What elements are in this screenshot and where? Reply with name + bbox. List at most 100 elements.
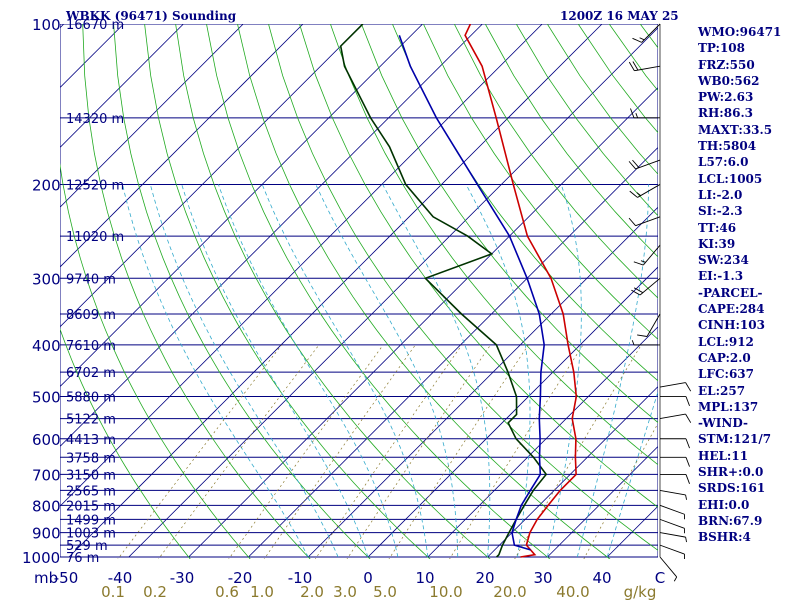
barb-feather: [628, 161, 636, 170]
dry-adiabat: [268, 24, 658, 551]
barb-feather: [685, 494, 687, 500]
index-item: WB0:562: [698, 73, 760, 88]
temp-tick-label: 10: [415, 569, 434, 587]
temp-tick-label: 40: [592, 569, 611, 587]
parcel-profile: [398, 35, 546, 551]
mixing-ratio-line: [314, 344, 463, 559]
isotherm-line: [0, 24, 4, 557]
height-label: 6702 m: [66, 366, 116, 381]
mixing-ratio-line: [346, 344, 491, 559]
temp-tick-label: -20: [228, 569, 253, 587]
height-label: 16670 m: [66, 18, 124, 33]
dry-adiabat: [361, 24, 658, 424]
index-item: CAPE:284: [698, 302, 765, 317]
index-item: TH:5804: [698, 139, 757, 154]
pressure-label: 700: [32, 466, 61, 484]
dry-adiabat: [484, 24, 658, 258]
dry-adiabat: [237, 24, 611, 559]
dry-adiabat: [206, 24, 551, 559]
barb-feather: [628, 61, 635, 71]
height-label: 2015 m: [66, 499, 116, 514]
moist-adiabat: [382, 184, 491, 558]
wind-barb: [631, 340, 660, 346]
isotherm-line: [60, 24, 423, 388]
barb-shaft: [637, 184, 661, 198]
height-label: 529 m: [66, 539, 108, 554]
isotherm-line: [60, 24, 244, 208]
barb-feather: [685, 537, 687, 543]
barb-feather: [639, 37, 645, 41]
wind-barb: [628, 61, 661, 72]
mixing-ratio-tick-label: 0.6: [215, 583, 239, 600]
wind-barb: [629, 184, 661, 198]
barb-feather: [630, 108, 635, 119]
mixing-ratio-tick-label: 0.1: [101, 583, 125, 600]
plot-frame: [60, 24, 658, 558]
wind-barb: [659, 518, 685, 534]
moist-adiabat: [576, 184, 649, 558]
wind-barb: [632, 23, 661, 43]
pressure-label: 100: [32, 16, 61, 34]
dry-adiabat: [82, 24, 311, 559]
wind-barb: [659, 489, 687, 500]
wind-barb: [628, 159, 661, 170]
height-label: 12520 m: [66, 178, 124, 193]
barb-feather: [628, 217, 636, 226]
ylabel-mb: mb: [34, 569, 58, 587]
moist-adiabat: [218, 184, 399, 558]
index-item: BRN:67.9: [698, 513, 763, 528]
wind-barb: [637, 313, 661, 337]
index-item: SHR+:0.0: [698, 465, 764, 480]
wind-barb: [660, 473, 690, 484]
temp-tick-label: 30: [533, 569, 552, 587]
wind-barb: [659, 532, 687, 543]
index-item: TT:46: [698, 220, 737, 235]
index-item: MPL:137: [698, 399, 759, 414]
height-label: 1003 m: [66, 527, 116, 542]
isotherm-line: [60, 24, 364, 328]
mixing-ratio-tick-label: 3.0: [333, 583, 357, 600]
pressure-label: 900: [32, 525, 61, 543]
wind-barb: [631, 277, 661, 296]
index-item: BSHR:4: [698, 530, 751, 545]
dry-adiabat: [423, 24, 658, 340]
pressure-label: 600: [32, 431, 61, 449]
barb-shaft: [659, 518, 685, 529]
isotherm-line: [427, 326, 658, 558]
barb-shaft: [642, 244, 661, 266]
wind-barb: [633, 244, 661, 266]
barb-feather: [637, 334, 648, 337]
diagram-grid: [0, 24, 658, 559]
barb-shaft: [635, 159, 661, 170]
mixing-ratio-tick-label: 40.0: [556, 583, 589, 600]
index-item: EI:-1.3: [698, 269, 744, 284]
barb-shaft: [641, 23, 661, 43]
dry-adiabat: [60, 327, 191, 559]
barb-shaft: [659, 489, 686, 496]
isotherm-line: [68, 24, 603, 558]
pressure-label: 400: [32, 337, 61, 355]
barb-feather: [632, 61, 639, 71]
wind-barb: [630, 108, 660, 119]
pressure-label: 1000: [22, 549, 60, 567]
barb-shaft: [659, 413, 686, 420]
barb-feather: [685, 382, 692, 392]
wind-barb: [659, 382, 692, 392]
wind-barb: [660, 438, 690, 449]
barb-shaft: [659, 544, 685, 555]
index-item: CINH:103: [698, 318, 765, 333]
isotherm-line: [248, 146, 658, 558]
index-item: LCL:912: [698, 334, 754, 349]
height-label: 1499 m: [66, 513, 116, 528]
wind-barb: [659, 544, 685, 560]
station-title: WBKK (96471) Sounding: [66, 9, 237, 23]
index-item: LI:-2.0: [698, 187, 743, 202]
dry-adiabat: [144, 24, 431, 559]
height-label: 3150 m: [66, 468, 116, 483]
barb-shaft: [639, 277, 661, 296]
index-item: EHI:0.0: [698, 497, 750, 512]
index-item: FRZ:550: [698, 57, 755, 72]
wind-barbs: [628, 23, 692, 582]
moist-adiabat: [122, 184, 309, 558]
